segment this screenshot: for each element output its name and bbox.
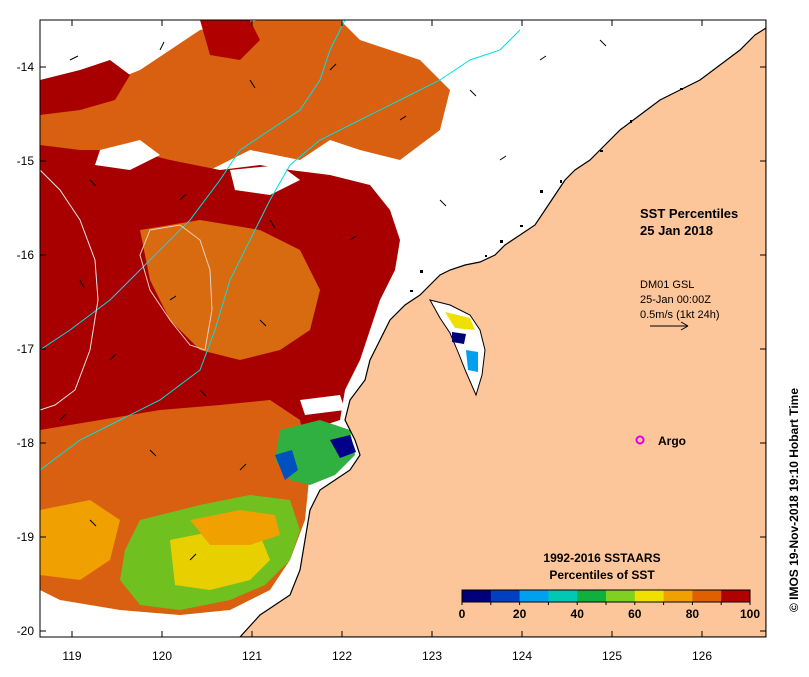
sst-orange-west-south xyxy=(40,500,120,580)
x-tick-label: 123 xyxy=(422,649,442,663)
legend-color-swatch xyxy=(721,590,751,602)
y-tick-label: -17 xyxy=(17,342,35,356)
legend-color-swatch xyxy=(519,590,549,602)
legend-color-swatch xyxy=(548,590,578,602)
x-tick-label: 120 xyxy=(152,649,172,663)
coastal-islands xyxy=(410,88,683,292)
legend-color-bar xyxy=(461,589,751,605)
latitude-axis: -14 -15 -16 -17 -18 -19 -20 xyxy=(17,60,766,638)
inlet-sst-patch xyxy=(452,332,466,344)
vector-info-line2: 25-Jan 00:00Z xyxy=(640,294,711,306)
x-tick-label: 124 xyxy=(512,649,532,663)
legend-color-swatch xyxy=(692,590,722,602)
legend-tick-label: 80 xyxy=(686,607,700,621)
legend-tick-label: 40 xyxy=(571,607,585,621)
white-contour-line xyxy=(40,169,99,411)
cloud-patch xyxy=(95,140,160,170)
plot-frame xyxy=(39,19,767,638)
cyan-contour-line xyxy=(40,29,521,471)
current-vectors xyxy=(59,39,607,561)
sst-orange-inner xyxy=(140,220,320,360)
y-tick-label: -16 xyxy=(17,248,35,262)
y-tick-label: -20 xyxy=(17,624,35,638)
legend-color-swatch xyxy=(490,590,521,602)
cloud-patch xyxy=(300,395,345,415)
legend-tick-label: 20 xyxy=(513,607,527,621)
land-mass xyxy=(239,20,766,637)
map-title-line1: SST Percentiles xyxy=(640,206,738,221)
legend-color-swatch xyxy=(577,590,607,602)
x-tick-label: 125 xyxy=(602,649,622,663)
legend-color-swatch xyxy=(663,590,693,602)
plot-area: Argo SST Percentiles 25 Jan 2018 DM01 GS… xyxy=(40,20,766,637)
legend-color-swatch xyxy=(462,590,492,602)
x-tick-label: 126 xyxy=(692,649,712,663)
sst-navy-coast xyxy=(330,435,356,458)
x-tick-label: 122 xyxy=(332,649,352,663)
legend-tick-label: 0 xyxy=(459,607,466,621)
credit-text: © IMOS 19-Nov-2018 19:10 Hobart Time xyxy=(787,388,801,612)
cyan-contour-line xyxy=(40,20,346,351)
argo-float-marker xyxy=(635,435,645,445)
sst-darkred-north xyxy=(40,60,130,115)
legend-title-line1: 1992-2016 SSTAARS xyxy=(543,551,660,565)
x-tick-label: 121 xyxy=(242,649,262,663)
legend-color-swatch xyxy=(634,590,665,602)
inlet-sst-patch xyxy=(445,312,475,330)
legend-title-line2: Percentiles of SST xyxy=(549,568,655,582)
x-tick-label: 119 xyxy=(62,649,81,663)
legend-tick-label: 60 xyxy=(628,607,642,621)
map-title-line2: 25 Jan 2018 xyxy=(640,223,713,238)
y-tick-label: -14 xyxy=(17,60,35,74)
legend-tick-label: 100 xyxy=(740,607,760,621)
sst-blue-coast xyxy=(275,450,298,480)
vector-scale-arrow-icon xyxy=(650,321,689,331)
vector-info-line1: DM01 GSL xyxy=(640,279,694,291)
sst-red-north-patch xyxy=(200,20,260,60)
inlet-sst-patch xyxy=(466,350,478,372)
cloud-patch xyxy=(80,30,140,60)
vector-info-line3: 0.5m/s (1kt 24h) xyxy=(640,309,719,321)
y-tick-label: -15 xyxy=(17,154,35,168)
cloud-patch xyxy=(230,165,300,195)
y-tick-label: -18 xyxy=(17,436,35,450)
sst-orange-mid-south xyxy=(190,510,280,545)
y-tick-label: -19 xyxy=(17,530,35,544)
legend-tick-labels: 0 20 40 60 80 100 xyxy=(459,607,761,621)
legend-color-swatch xyxy=(606,590,636,602)
longitude-axis: 119 120 121 122 123 124 125 126 xyxy=(62,20,712,663)
white-contour-line xyxy=(139,224,213,351)
argo-label: Argo xyxy=(658,434,686,448)
